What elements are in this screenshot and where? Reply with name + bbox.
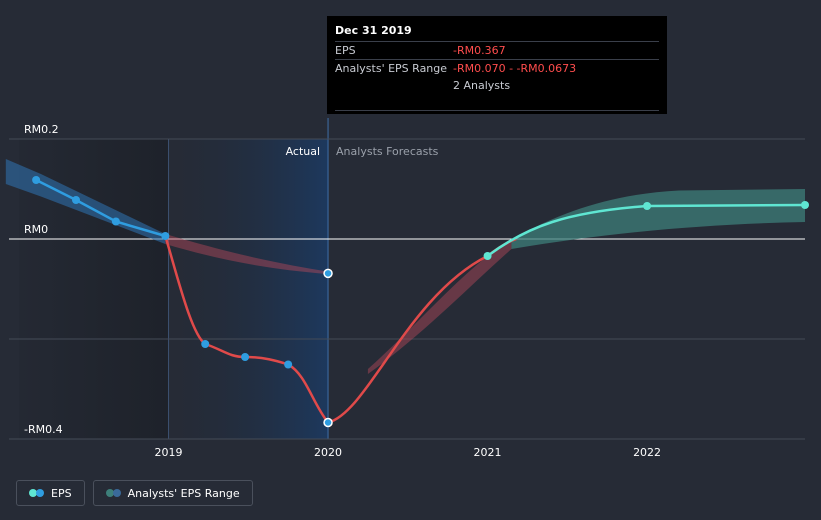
x-tick-label-0: 2019 [155,446,183,459]
tooltip-analysts: 2 Analysts [453,79,511,92]
range-legend-icon [105,489,122,497]
eps-point-history-0 [32,176,41,184]
actual-region [168,139,329,439]
eps-point-history-2 [111,217,120,226]
y-tick-label-2: -RM0.4 [24,423,63,436]
tooltip-eps-value: -RM0.367 [453,44,506,57]
x-tick-label-2: 2021 [474,446,502,459]
analyst-range-point [323,268,333,279]
tooltip-analysts-row: 2 Analysts [335,77,659,111]
y-tick-label-1: RM0 [24,223,48,236]
eps-point-highlight [323,417,333,428]
forecast-point-2021 [483,252,492,260]
forecast-range-band-red [367,239,512,374]
forecast-point-end [801,201,809,209]
legend-analysts-range[interactable]: Analysts' EPS Range [92,480,253,506]
tooltip-eps-row: EPS -RM0.367 [335,41,659,59]
tooltip-eps-label: EPS [335,44,356,57]
actual-label: Actual [286,145,320,158]
eps-point-negative-0 [201,340,210,348]
legend: EPS Analysts' EPS Range [16,480,253,506]
forecast-label: Analysts Forecasts [336,145,439,158]
tooltip-range-row: Analysts' EPS Range -RM0.070 - -RM0.0673 [335,59,659,77]
tooltip: Dec 31 2019 EPS -RM0.367 Analysts' EPS R… [327,16,667,114]
eps-legend-icon [29,489,45,497]
tooltip-range-value: -RM0.070 - -RM0.0673 [453,62,577,75]
tooltip-range-label: Analysts' EPS Range [335,62,448,75]
legend-eps[interactable]: EPS [16,480,85,506]
eps-line-history-positive [35,178,166,238]
eps-range-band-history [5,159,166,244]
legend-eps-label: EPS [51,486,72,500]
legend-range-label: Analysts' EPS Range [127,486,240,500]
forecast-range-band-teal [511,189,805,249]
forecast-line-positive [486,203,806,258]
eps-point-history-1 [71,196,80,204]
eps-point-negative-1 [241,353,250,361]
tooltip-date: Dec 31 2019 [335,24,412,37]
x-tick-label-1: 2020 [314,446,342,459]
y-tick-label-0: RM0.2 [24,123,59,136]
eps-range-band-red [165,234,329,274]
forecast-point-2022 [643,202,652,210]
eps-point-negative-2 [284,360,293,369]
x-tick-label-3: 2022 [633,446,661,459]
eps-point-history-3 [161,232,170,240]
